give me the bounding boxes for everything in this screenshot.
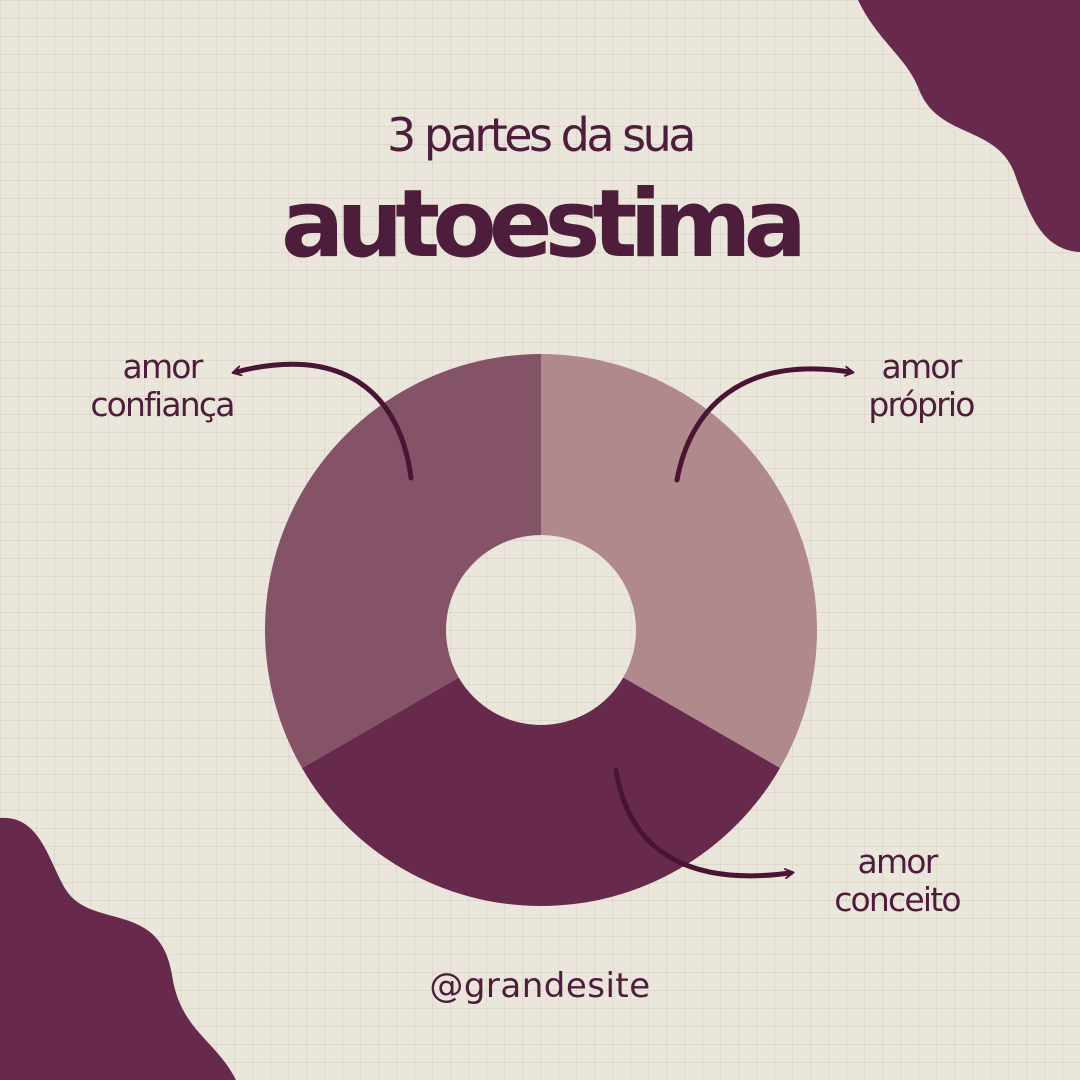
page-title: autoestima [280, 170, 807, 279]
page-subtitle: 3 partes da sua [387, 108, 696, 162]
donut-slice-amor-pr-prio [541, 354, 817, 768]
slice-label-line1: amor [122, 347, 204, 386]
slice-label-amor-conceito: amor conceito [812, 843, 982, 919]
slice-label-line1: amor [857, 842, 939, 881]
slice-label-line2: conceito [834, 880, 961, 919]
arrows [231, 361, 855, 880]
corner-blob-top-right [858, 0, 1080, 252]
slice-label-amor-proprio: amor próprio [846, 348, 996, 424]
donut-slice-amor-confian-a [265, 354, 541, 768]
arrow-to-amor-proprio [674, 365, 855, 483]
slice-label-amor-confianca: amor confiança [72, 348, 252, 424]
corner-blob-bottom-left [0, 817, 236, 1080]
donut-chart [265, 354, 817, 906]
slice-label-line2: confiança [90, 385, 235, 424]
social-handle: @grandesite [429, 966, 651, 1006]
arrow-to-amor-confianca [231, 361, 414, 481]
slice-label-line2: próprio [868, 385, 975, 424]
slice-label-line1: amor [881, 347, 963, 386]
arrow-to-amor-conceito [613, 767, 795, 880]
